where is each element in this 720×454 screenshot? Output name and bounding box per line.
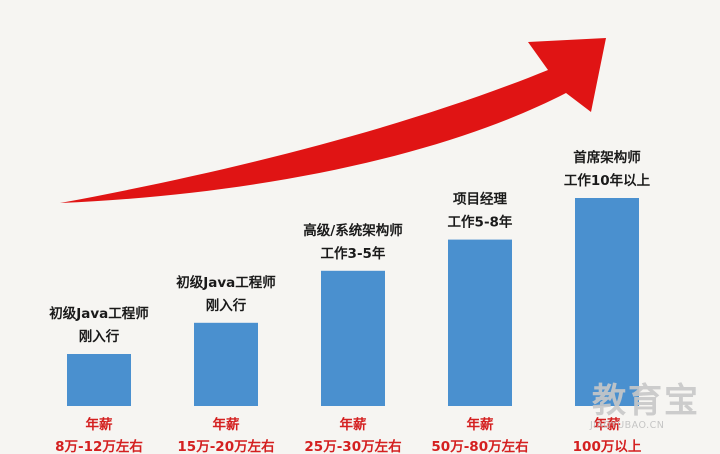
- salary-label-5-line-2: 100万以上: [573, 439, 642, 454]
- salary-labels: 年薪8万-12万左右年薪15万-20万左右年薪25万-30万左右年薪50万-80…: [55, 416, 642, 454]
- bar-3: [321, 271, 385, 406]
- category-label-3-line-2: 工作3-5年: [321, 245, 386, 262]
- salary-label-3-line-1: 年薪: [340, 416, 367, 433]
- bar-2: [194, 323, 258, 406]
- bar-4: [448, 240, 512, 406]
- watermark-sub: JIAOYUBAO.CN: [589, 420, 664, 431]
- salary-label-4-line-1: 年薪: [467, 416, 494, 433]
- salary-label-4-line-2: 50万-80万左右: [431, 438, 528, 454]
- category-label-2-line-2: 刚入行: [206, 297, 247, 314]
- category-label-4-line-2: 工作5-8年: [448, 214, 513, 231]
- salary-label-2-line-2: 15万-20万左右: [177, 438, 274, 454]
- category-label-5-line-2: 工作10年以上: [564, 172, 651, 189]
- category-label-4-line-1: 项目经理: [453, 191, 507, 208]
- category-label-1-line-2: 刚入行: [79, 328, 120, 345]
- salary-label-2-line-1: 年薪: [213, 416, 240, 433]
- watermark-main: 教育宝: [592, 381, 700, 421]
- category-label-3-line-1: 高级/系统架构师: [303, 222, 403, 239]
- growth-arrow: [60, 38, 606, 203]
- bar-1: [67, 354, 131, 406]
- salary-label-1-line-1: 年薪: [86, 416, 113, 433]
- bar-5: [575, 198, 639, 406]
- salary-label-1-line-2: 8万-12万左右: [55, 438, 143, 454]
- category-label-2-line-1: 初级Java工程师: [176, 274, 276, 291]
- category-label-5-line-1: 首席架构师: [573, 149, 641, 166]
- watermark: 教育宝 JIAOYUBAO.CN: [589, 381, 700, 431]
- category-label-1-line-1: 初级Java工程师: [49, 305, 149, 322]
- salary-label-3-line-2: 25万-30万左右: [304, 438, 401, 454]
